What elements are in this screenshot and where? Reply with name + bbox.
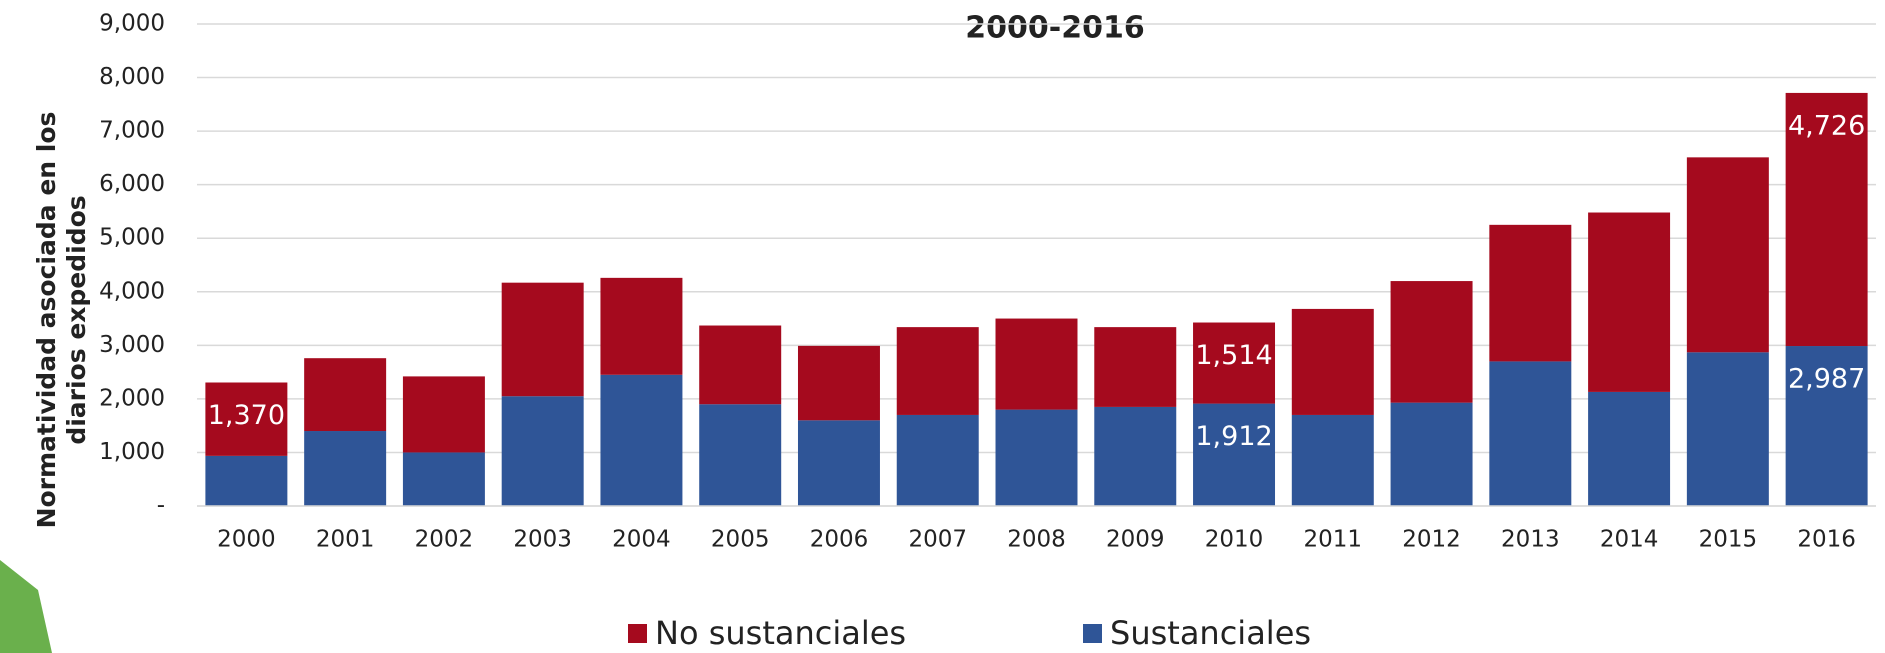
x-tick-label: 2008	[1007, 527, 1066, 553]
bar-segment	[699, 404, 782, 506]
y-tick-label: 7,000	[99, 118, 165, 144]
bar-segment	[1390, 402, 1473, 506]
bar-segment	[1094, 406, 1177, 506]
bar-segment	[896, 327, 979, 415]
y-tick-label: 1,000	[99, 439, 165, 465]
y-tick-label: 9,000	[99, 11, 165, 37]
y-tick-label: 2,000	[99, 385, 165, 411]
bar-segment	[205, 382, 288, 456]
bar-segment	[1686, 352, 1769, 506]
legend-label: Sustanciales	[1110, 614, 1311, 652]
y-tick-label: 3,000	[99, 332, 165, 358]
bar-segment	[1291, 414, 1374, 506]
bar-segment	[995, 409, 1078, 506]
x-tick-label: 2016	[1797, 527, 1856, 553]
y-tick-label: -	[157, 493, 165, 519]
bar-segment	[1193, 322, 1276, 404]
bar-segment	[1094, 327, 1177, 407]
bar-segment	[1193, 403, 1276, 506]
bar-segment	[797, 420, 880, 506]
y-tick-label: 8,000	[99, 64, 165, 90]
y-tick-label: 6,000	[99, 171, 165, 197]
x-tick-label: 2003	[513, 527, 572, 553]
x-tick-label: 2006	[810, 527, 869, 553]
bar-segment	[304, 358, 387, 432]
data-label: 2,987	[1788, 364, 1865, 395]
legend-swatch	[1083, 624, 1102, 643]
bar-segment	[501, 396, 584, 506]
bar-segment	[896, 414, 979, 506]
bar-segment	[1489, 361, 1572, 506]
x-tick-label: 2001	[316, 527, 375, 553]
bar-segment	[600, 277, 683, 375]
bar-segment	[1785, 92, 1868, 347]
y-label-line: Normatividad asociada en los	[32, 112, 61, 529]
bar-segment	[1686, 157, 1769, 353]
legend-swatch	[628, 624, 647, 643]
bar-segment	[402, 452, 485, 506]
y-tick-label: 4,000	[99, 278, 165, 304]
x-tick-label: 2009	[1106, 527, 1165, 553]
data-label: 1,370	[208, 400, 285, 431]
bar-segment	[402, 376, 485, 453]
x-tick-label: 2013	[1501, 527, 1560, 553]
bar-segment	[304, 431, 387, 506]
x-tick-label: 2004	[612, 527, 671, 553]
bar-segment	[1390, 281, 1473, 403]
bar-segment	[501, 282, 584, 397]
x-tick-label: 2010	[1205, 527, 1264, 553]
x-tick-label: 2014	[1600, 527, 1659, 553]
y-axis-label: Normatividad asociada en los diarios exp…	[32, 112, 91, 529]
bar-segment	[699, 325, 782, 405]
x-tick-label: 2015	[1699, 527, 1758, 553]
bar-segment	[1785, 346, 1868, 506]
x-tick-label: 2011	[1304, 527, 1363, 553]
y-label-line: diarios expedidos	[62, 195, 91, 444]
x-tick-label: 2002	[415, 527, 474, 553]
x-tick-label: 2000	[217, 527, 276, 553]
bar-segment	[995, 318, 1078, 410]
x-tick-label: 2007	[908, 527, 967, 553]
bar-segment	[1291, 308, 1374, 415]
data-label: 1,912	[1195, 421, 1272, 452]
data-label: 1,514	[1195, 340, 1272, 371]
chart-title: 2000-2016	[965, 11, 1144, 46]
decoration	[0, 560, 52, 653]
bar-segment	[1588, 212, 1671, 392]
data-label: 4,726	[1788, 110, 1865, 141]
bar-segment	[797, 345, 880, 421]
bar-segment	[205, 455, 288, 506]
x-tick-label: 2012	[1402, 527, 1461, 553]
bar-segment	[1489, 224, 1572, 362]
bar-segment	[1588, 391, 1671, 506]
legend-label: No sustanciales	[655, 614, 906, 652]
y-tick-label: 5,000	[99, 225, 165, 251]
bar-segment	[600, 374, 683, 506]
x-tick-label: 2005	[711, 527, 770, 553]
